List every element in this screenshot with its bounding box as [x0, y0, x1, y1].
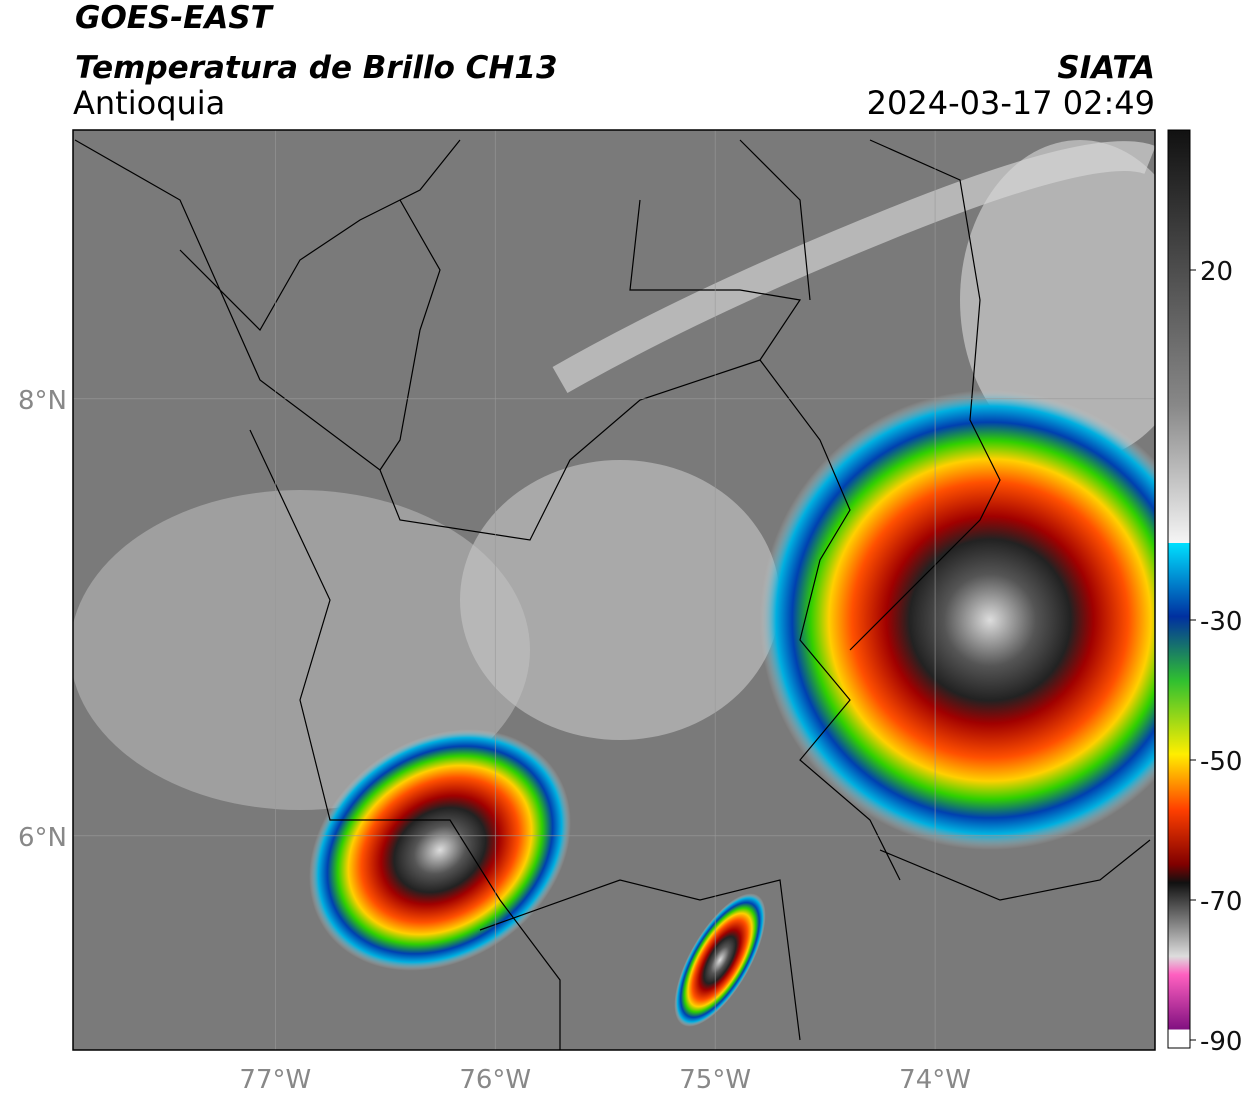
x-tick-label: 76°W [459, 1065, 531, 1095]
map [73, 130, 1155, 1050]
title: GOES-EAST [75, 0, 275, 36]
colorbar-tick-label: -70 [1200, 887, 1242, 917]
colorbar [1167, 129, 1191, 1049]
subtitle: Temperatura de Brillo CH13 [75, 50, 558, 86]
colorbar-tick-label: -30 [1200, 607, 1242, 637]
y-tick-label: 8°N [18, 386, 67, 416]
y-tick-label: 6°N [18, 823, 67, 853]
colorbar-tick-label: 20 [1200, 257, 1233, 287]
storm [674, 893, 766, 1027]
map-frame [72, 129, 1156, 1051]
borders [74, 139, 1151, 1050]
x-tick-label: 74°W [899, 1065, 971, 1095]
cloud [460, 460, 780, 740]
region: Antioquia [73, 84, 225, 122]
colorbar-tick-label: -90 [1200, 1027, 1242, 1057]
x-tick-label: 75°W [679, 1065, 751, 1095]
storm [309, 729, 571, 971]
x-tick-label: 77°W [239, 1065, 311, 1095]
colorbar-tick-label: -50 [1200, 747, 1242, 777]
datetime: 2024-03-17 02:49 [867, 84, 1155, 122]
cloud [73, 490, 530, 810]
cloud [960, 140, 1155, 460]
storm [760, 390, 1155, 850]
source: SIATA [1057, 50, 1155, 86]
